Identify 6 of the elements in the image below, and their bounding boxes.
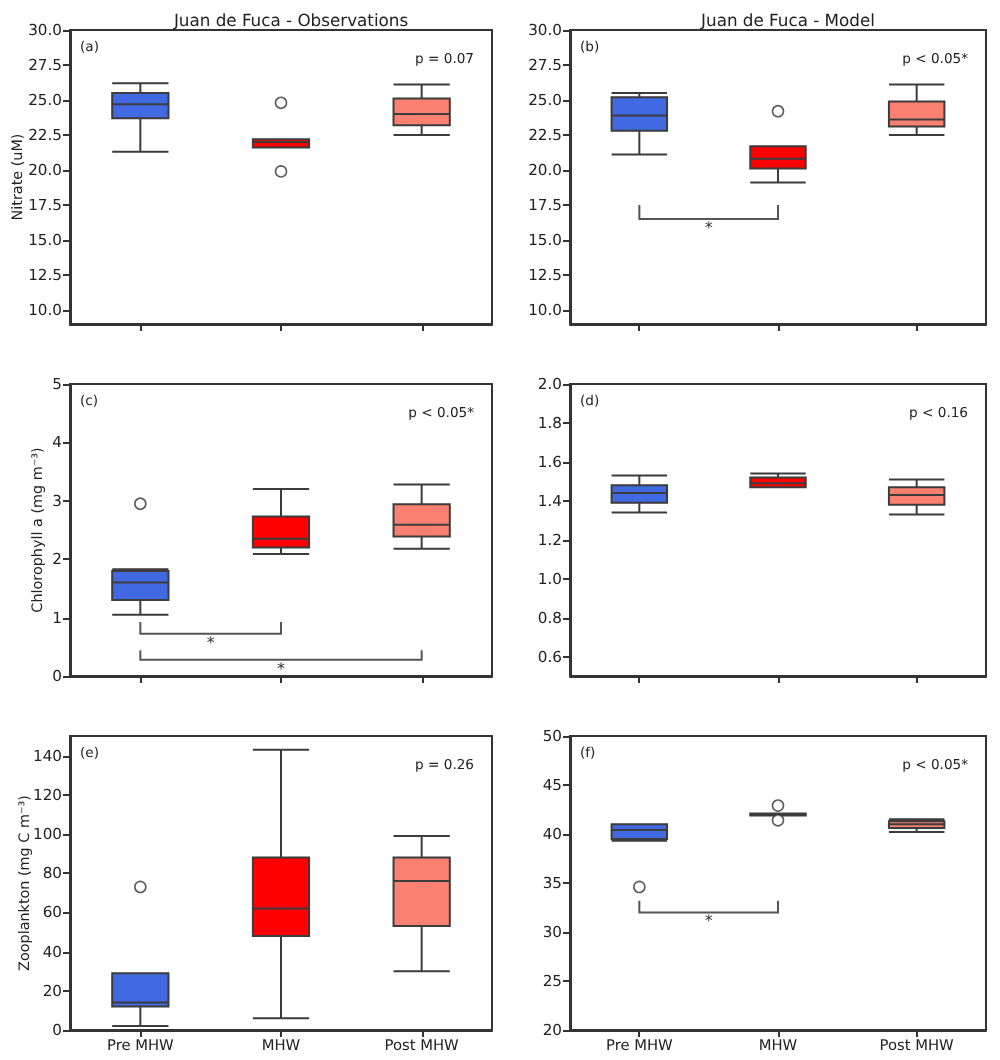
annotation: * <box>206 633 215 652</box>
annotation: * <box>704 912 713 931</box>
chart-title: Juan de Fuca - Observations <box>171 10 409 30</box>
annotation: * <box>704 219 713 238</box>
annotation: * <box>277 659 285 678</box>
chart-title: Juan de Fuca - Model <box>699 10 875 30</box>
